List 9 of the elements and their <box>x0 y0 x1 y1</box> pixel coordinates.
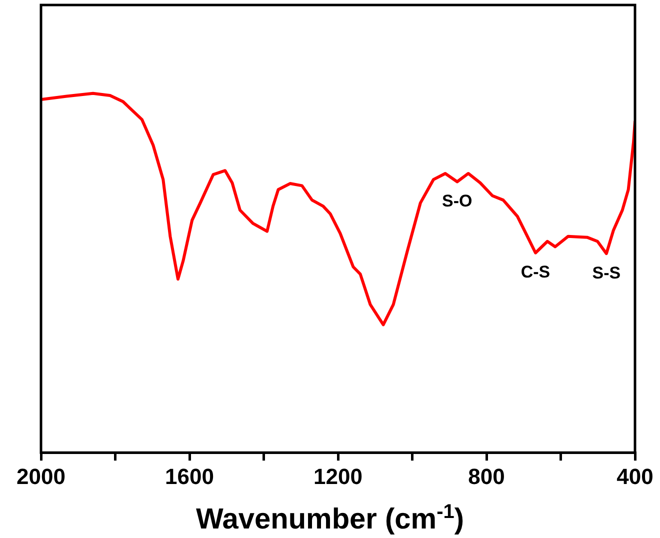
x-tick-label: 1200 <box>314 464 362 489</box>
x-tick-label: 800 <box>468 464 505 489</box>
annotation: S-O <box>442 191 472 210</box>
annotation: S-S <box>592 263 621 282</box>
x-tick-label: 400 <box>616 464 654 489</box>
annotation: C-S <box>520 262 550 282</box>
x-tick-label: 1600 <box>165 464 214 489</box>
x-axis-title: Wavenumber (cm$^{-1}$) <box>194 500 466 538</box>
x-tick-label: 2000 <box>16 464 66 489</box>
